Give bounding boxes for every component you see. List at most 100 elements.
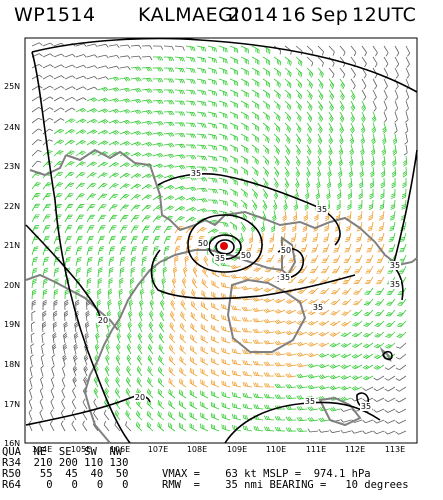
wind-barb bbox=[96, 299, 102, 311]
wind-barb bbox=[185, 176, 197, 181]
wind-barb bbox=[97, 97, 109, 103]
wind-barb bbox=[292, 210, 298, 222]
wind-barb bbox=[394, 122, 398, 134]
wind-barb bbox=[29, 376, 33, 388]
wind-barb bbox=[285, 330, 297, 336]
wind-barb bbox=[273, 100, 281, 110]
wind-barb bbox=[84, 321, 90, 333]
wind-barb bbox=[392, 155, 397, 167]
wind-barb bbox=[263, 361, 275, 366]
wind-barb bbox=[273, 166, 280, 178]
wind-barb bbox=[64, 86, 76, 91]
wind-barb bbox=[312, 232, 319, 243]
wind-barb bbox=[174, 206, 186, 212]
wind-barb bbox=[274, 383, 286, 388]
wind-barb bbox=[307, 428, 319, 433]
wind-barb bbox=[119, 246, 127, 256]
wind-barb bbox=[64, 193, 74, 201]
wind-barb bbox=[395, 364, 407, 371]
wind-barb bbox=[240, 100, 249, 109]
wind-barb bbox=[242, 349, 253, 355]
wind-barb bbox=[221, 336, 231, 344]
wind-barb bbox=[179, 356, 187, 366]
wind-barb bbox=[371, 133, 376, 145]
wind-barb bbox=[207, 100, 218, 107]
wind-barb bbox=[345, 232, 352, 243]
wind-barb bbox=[304, 188, 310, 200]
wind-barb bbox=[170, 299, 176, 311]
wind-barb bbox=[251, 122, 260, 132]
wind-barb bbox=[399, 243, 407, 253]
wind-barb bbox=[295, 144, 301, 156]
contour-label: 20 bbox=[135, 393, 145, 402]
wind-barb bbox=[218, 78, 228, 86]
wind-barb bbox=[231, 403, 242, 410]
wind-barb bbox=[108, 193, 119, 201]
wind-barb bbox=[163, 153, 175, 159]
wind-barb bbox=[296, 384, 308, 389]
wind-barb bbox=[114, 409, 121, 421]
wind-barb bbox=[251, 56, 260, 65]
wind-barb bbox=[383, 89, 388, 101]
wind-barb bbox=[163, 245, 170, 256]
wind-barb bbox=[53, 246, 61, 256]
wind-barb bbox=[141, 120, 153, 126]
wind-barb bbox=[189, 367, 198, 377]
wind-barb bbox=[75, 139, 87, 146]
wind-barb bbox=[374, 331, 385, 338]
wind-barb bbox=[189, 401, 198, 410]
wind-barb bbox=[97, 193, 108, 201]
wind-barb bbox=[141, 152, 153, 158]
wind-barb bbox=[97, 225, 106, 234]
wind-barb bbox=[147, 388, 154, 399]
wind-barb bbox=[295, 89, 303, 100]
lat-label: 21N bbox=[4, 241, 20, 250]
wind-barb bbox=[211, 324, 220, 333]
wind-barb bbox=[252, 307, 264, 312]
wind-barb bbox=[201, 290, 209, 300]
wind-barb bbox=[390, 199, 396, 210]
wind-barb bbox=[210, 335, 220, 344]
wind-barb bbox=[103, 409, 110, 421]
wind-barb bbox=[146, 421, 154, 432]
wind-barb bbox=[295, 111, 302, 122]
wind-barb bbox=[318, 320, 330, 326]
wind-barb bbox=[396, 309, 407, 317]
wind-barb bbox=[163, 174, 175, 180]
wind-barb bbox=[97, 65, 109, 70]
wind-barb bbox=[207, 111, 218, 118]
wind-barb bbox=[384, 430, 396, 435]
wind-barb bbox=[207, 78, 217, 85]
wind-barb bbox=[329, 429, 341, 434]
contour-label: 35 bbox=[390, 261, 400, 270]
wind-barb bbox=[285, 394, 297, 400]
wind-barb bbox=[207, 56, 217, 64]
wind-barb bbox=[86, 246, 94, 256]
wind-barb bbox=[62, 365, 66, 377]
wind-barb bbox=[305, 177, 310, 189]
wind-barb bbox=[232, 425, 242, 432]
wind-barb bbox=[307, 341, 319, 347]
wind-barb bbox=[30, 332, 35, 344]
wind-barb bbox=[82, 398, 88, 410]
wind-barb bbox=[42, 193, 52, 201]
wind-barb bbox=[395, 408, 407, 414]
wind-barb bbox=[118, 299, 123, 311]
wind-barb bbox=[284, 67, 292, 77]
wind-barb bbox=[340, 419, 352, 423]
wind-barb bbox=[231, 359, 242, 366]
wind-barb bbox=[262, 56, 271, 66]
wind-barb bbox=[404, 133, 408, 145]
wind-barb bbox=[242, 338, 253, 344]
wind-barb bbox=[31, 225, 40, 234]
wind-barb bbox=[207, 188, 218, 194]
wind-barb bbox=[53, 278, 59, 289]
wind-barb bbox=[64, 96, 76, 102]
wind-barb bbox=[119, 77, 131, 82]
wind-barb bbox=[52, 321, 58, 333]
storm-month: Sep bbox=[311, 4, 349, 26]
wind-barb bbox=[163, 89, 175, 94]
wind-barb bbox=[394, 111, 398, 123]
wind-barb bbox=[53, 299, 58, 311]
